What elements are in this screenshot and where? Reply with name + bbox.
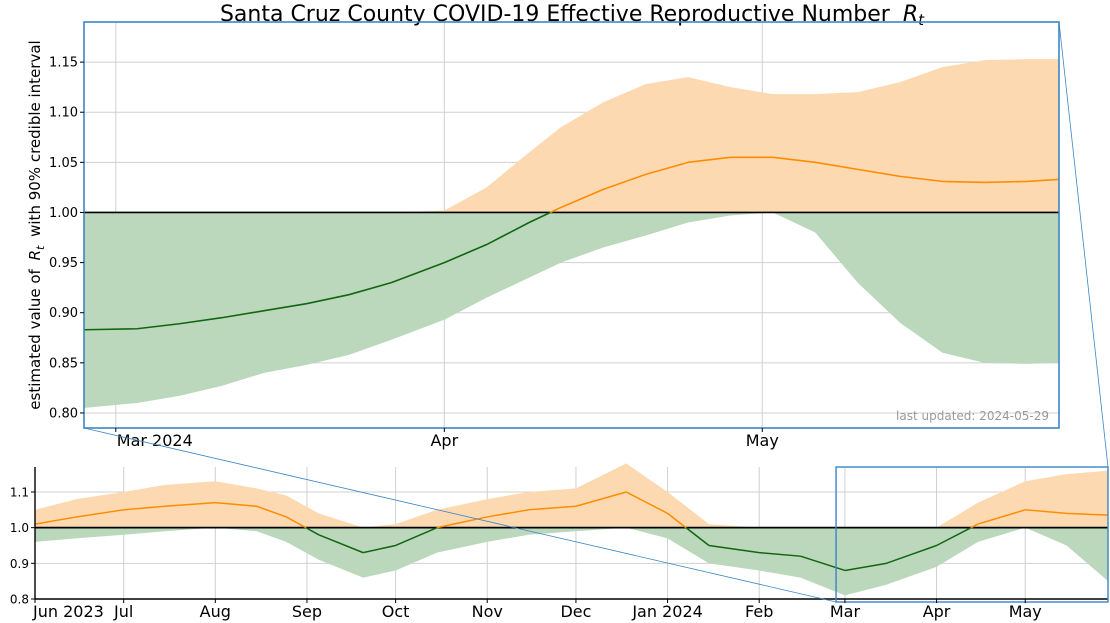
- y-tick-label-3: 0.95: [49, 256, 78, 271]
- y-axis-label: estimated value of Rt with 90% credible …: [26, 40, 48, 409]
- main-median-line-above: [549, 156, 1060, 214]
- zoom-window-box: [835, 466, 1109, 603]
- y-axis-label-prefix: estimated value of: [26, 268, 44, 409]
- connector-left: [83, 427, 837, 603]
- y-tick-label-0: 0.8: [10, 593, 29, 607]
- y-tick-label-5: 1.05: [49, 156, 78, 171]
- y-tick-label-1: 0.85: [49, 356, 78, 371]
- chart-title: Santa Cruz County COVID-19 Effective Rep…: [220, 2, 925, 29]
- main-plot: 0.80 0.85 0.90 0.95 1.00 1.05 1.10 1.15 Mar 202…: [49, 21, 1060, 450]
- x-tick-label-8: Feb: [745, 602, 773, 621]
- y-axis-label-suffix: with 90% credible interval: [26, 40, 44, 237]
- y-tick-label-2: 0.90: [49, 306, 78, 321]
- chart-title-symbol: R: [903, 2, 918, 27]
- x-tick-label-2: May: [746, 431, 779, 450]
- x-tick-label-3: Sep: [292, 602, 322, 621]
- main-y-axis: 0.80 0.85 0.90 0.95 1.00 1.05 1.10 1.15: [49, 56, 84, 421]
- y-tick-label-4: 1.00: [49, 206, 78, 221]
- x-tick-label-10: Apr: [923, 602, 951, 621]
- main-plot-frame: [83, 21, 1060, 429]
- inset-plot: 0.80.91.01.1 Jun 2023 Jul Aug Sep Oct Nov Dec J…: [10, 463, 1109, 621]
- chart-title-subscript: t: [918, 11, 925, 29]
- x-tick-label-1: Jul: [113, 602, 133, 621]
- x-tick-label-4: Oct: [382, 602, 410, 621]
- y-axis-label-subscript: t: [34, 245, 47, 250]
- x-tick-label-5: Nov: [472, 602, 503, 621]
- main-x-axis: Mar 2024 Apr May: [115, 428, 779, 450]
- inset-y-axis: 0.8 0.9 1.0 1.1: [10, 485, 35, 607]
- main-below-band: [84, 212, 1059, 408]
- y-tick-label-1: 0.9: [10, 557, 29, 571]
- main-median-line-below: [83, 211, 551, 331]
- y-tick-label-0: 0.80: [49, 406, 78, 421]
- last-updated-note: last updated: 2024-05-29: [896, 409, 1049, 423]
- connector-right: [1058, 21, 1109, 468]
- inset-above-band: [35, 463, 1108, 528]
- x-tick-label-9: Mar: [830, 602, 861, 621]
- inset-axes: [34, 467, 1108, 600]
- x-tick-label-2: Aug: [200, 602, 231, 621]
- x-tick-label-0: Jun 2023: [32, 602, 104, 621]
- zoom-connectors: [83, 21, 1109, 603]
- main-above-band: [84, 59, 1059, 213]
- y-axis-label-symbol: R: [26, 250, 44, 260]
- inset-below-band: [35, 527, 1108, 596]
- x-tick-label-0: Mar 2024: [117, 431, 193, 450]
- y-tick-label-6: 1.10: [49, 106, 78, 121]
- x-tick-label-1: Apr: [430, 431, 458, 450]
- y-tick-label-3: 1.1: [10, 485, 29, 499]
- inset-median-line-above: [34, 491, 1109, 529]
- x-tick-label-11: May: [1009, 602, 1042, 621]
- y-tick-label-7: 1.15: [49, 56, 78, 71]
- y-tick-label-2: 1.0: [10, 521, 29, 535]
- inset-median-line-below: [305, 526, 972, 572]
- x-tick-label-6: Dec: [560, 602, 591, 621]
- chart-title-text: Santa Cruz County COVID-19 Effective Rep…: [220, 2, 891, 27]
- inset-x-axis: Jun 2023 Jul Aug Sep Oct Nov Dec Jan 2024 Feb Mar…: [32, 599, 1042, 621]
- x-tick-label-7: Jan 2024: [631, 602, 702, 621]
